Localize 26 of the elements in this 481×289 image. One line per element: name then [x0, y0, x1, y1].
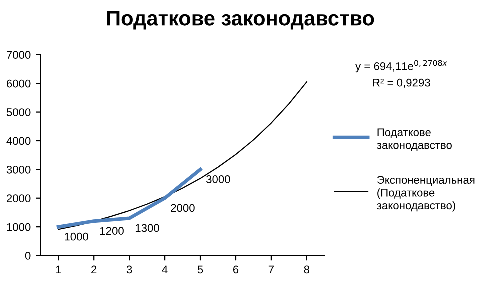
y-tick-label: 6000 — [7, 80, 31, 88]
chart-title: Податкове законодавство — [107, 11, 374, 30]
data-label: 1000 — [65, 232, 88, 241]
x-tick-label: 6 — [233, 266, 239, 274]
y-tick-label: 4000 — [6, 137, 31, 146]
x-tick-label: 7 — [268, 266, 274, 274]
y-tick-label: 7000 — [7, 51, 31, 60]
text: R² = 0,9293 — [373, 78, 430, 88]
x-tick-label: 2 — [92, 266, 97, 274]
x-tick-label: 3 — [126, 266, 132, 274]
text: y = 694,11e$^{0,2708x}$ — [356, 60, 448, 73]
data-label: 3000 — [206, 176, 230, 184]
y-tick-label: 5000 — [6, 108, 31, 116]
y-tick-label: 3000 — [6, 166, 31, 174]
x-tick-label: 8 — [304, 266, 310, 274]
data-label: 1300 — [136, 224, 160, 232]
y-tick-label: 1000 — [7, 223, 31, 232]
x-tick-label: 4 — [162, 266, 168, 274]
data-label: 2000 — [171, 204, 195, 212]
x-tick-label: 5 — [198, 266, 204, 274]
legend-label: Экспоненциальная (Податкове законодавство) — [377, 176, 475, 212]
legend-label: Податкове законодавство — [377, 128, 452, 152]
data-label: 1200 — [100, 227, 124, 236]
y-tick-label: 2000 — [7, 194, 31, 203]
x-tick-label: 1 — [56, 266, 62, 274]
y-tick-label: 0 — [25, 252, 31, 260]
